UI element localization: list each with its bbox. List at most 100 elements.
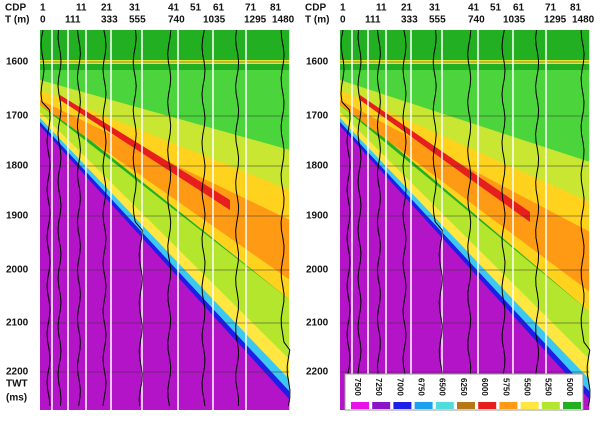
velocity-log (280, 29, 291, 407)
velocity-section (340, 29, 591, 410)
t-label: 111 (365, 15, 381, 26)
velocity-log (467, 29, 472, 407)
twt-tick-label: 2100 (306, 318, 329, 329)
twt-tick-label: 1600 (6, 57, 29, 68)
velocity-zone (360, 95, 530, 222)
colorbar-label: 7250 (374, 378, 383, 396)
t-label: 1480 (572, 15, 595, 26)
t-label: 0 (40, 15, 46, 26)
colorbar: 7500 7250 7000 6750 6500 6250 6000 5750 5500 5250… (344, 373, 584, 411)
t-label: 333 (101, 15, 118, 26)
t-label: 1295 (244, 15, 267, 26)
axis-label: (ms) (6, 393, 27, 404)
colorbar-label: 6250 (459, 378, 468, 396)
velocity-zone (60, 95, 230, 210)
velocity-log (357, 29, 362, 407)
t-label: 740 (168, 15, 185, 26)
header-label: T (m) (305, 15, 329, 26)
velocity-log (57, 29, 62, 407)
velocity-log (201, 29, 206, 407)
colorbar-label: 5750 (501, 378, 510, 396)
cdp-label: 11 (376, 3, 387, 14)
velocity-zone (40, 100, 290, 280)
velocity-section (40, 29, 291, 410)
colorbar-label: 6500 (438, 378, 447, 396)
cdp-label: 31 (429, 3, 441, 14)
velocity-log (580, 29, 591, 407)
t-label: 555 (429, 15, 446, 26)
twt-tick-label: 1800 (6, 161, 29, 172)
colorbar-swatch (520, 402, 539, 409)
twt-tick-label: 1900 (6, 211, 29, 222)
t-label: 555 (129, 15, 146, 26)
velocity-log (40, 29, 51, 407)
cdp-label: 51 (190, 3, 202, 14)
cdp-label: 61 (213, 3, 225, 14)
twt-tick-label: 1900 (306, 211, 329, 222)
cdp-label: 11 (76, 3, 87, 14)
colorbar-swatch (372, 402, 391, 409)
cdp-label: 71 (545, 3, 557, 14)
twt-tick-label: 2100 (6, 318, 29, 329)
velocity-log (132, 29, 143, 407)
cdp-label: 81 (270, 3, 282, 14)
twt-tick-label: 2000 (306, 265, 329, 276)
cdp-label: 31 (129, 3, 141, 14)
colorbar-swatch (351, 402, 369, 409)
header-label: T (m) (5, 15, 29, 26)
axis-label: TWT (6, 379, 28, 390)
velocity-log (376, 29, 381, 407)
colorbar-label: 5000 (565, 378, 574, 396)
t-label: 1035 (503, 15, 526, 26)
velocity-log (340, 29, 351, 407)
velocity-log (102, 29, 107, 407)
twt-tick-label: 1600 (306, 57, 329, 68)
header-label: CDP (5, 3, 26, 14)
colorbar-label: 7500 (353, 378, 362, 396)
velocity-zone (340, 126, 590, 410)
velocity-zone (340, 100, 590, 292)
t-label: 111 (65, 15, 81, 26)
colorbar-swatch (499, 402, 518, 409)
t-label: 333 (401, 15, 418, 26)
velocity-log (432, 29, 443, 407)
velocity-log (235, 29, 240, 407)
colorbar-label: 7000 (395, 378, 404, 396)
colorbar-swatch (457, 402, 475, 409)
t-label: 1035 (203, 15, 226, 26)
twt-tick-label: 2200 (6, 367, 29, 378)
colorbar-label: 5500 (522, 378, 531, 396)
colorbar-swatch (563, 402, 581, 409)
t-label: 1295 (544, 15, 567, 26)
colorbar-swatch (478, 402, 497, 409)
cdp-label: 21 (101, 3, 113, 14)
twt-tick-label: 2200 (306, 367, 329, 378)
cdp-label: 1 (340, 3, 346, 14)
cdp-label: 1 (40, 3, 46, 14)
colorbar-label: 5250 (544, 378, 553, 396)
cdp-label: 41 (468, 3, 480, 14)
velocity-log (76, 29, 81, 407)
twt-tick-label: 2000 (6, 265, 29, 276)
colorbar-swatch (393, 402, 412, 409)
colorbar-swatch (414, 402, 433, 409)
t-label: 740 (468, 15, 485, 26)
colorbar-label: 6750 (416, 378, 425, 396)
twt-tick-label: 1700 (6, 111, 29, 122)
colorbar-swatch (435, 402, 454, 409)
twt-tick-label: 1700 (306, 111, 329, 122)
velocity-log (535, 29, 540, 407)
cdp-label: 41 (168, 3, 180, 14)
cdp-label: 81 (570, 3, 582, 14)
t-label: 1480 (272, 15, 295, 26)
cdp-label: 51 (490, 3, 502, 14)
t-label: 0 (340, 15, 346, 26)
velocity-log (167, 29, 172, 407)
colorbar-swatch (541, 402, 560, 409)
velocity-log (501, 29, 506, 407)
